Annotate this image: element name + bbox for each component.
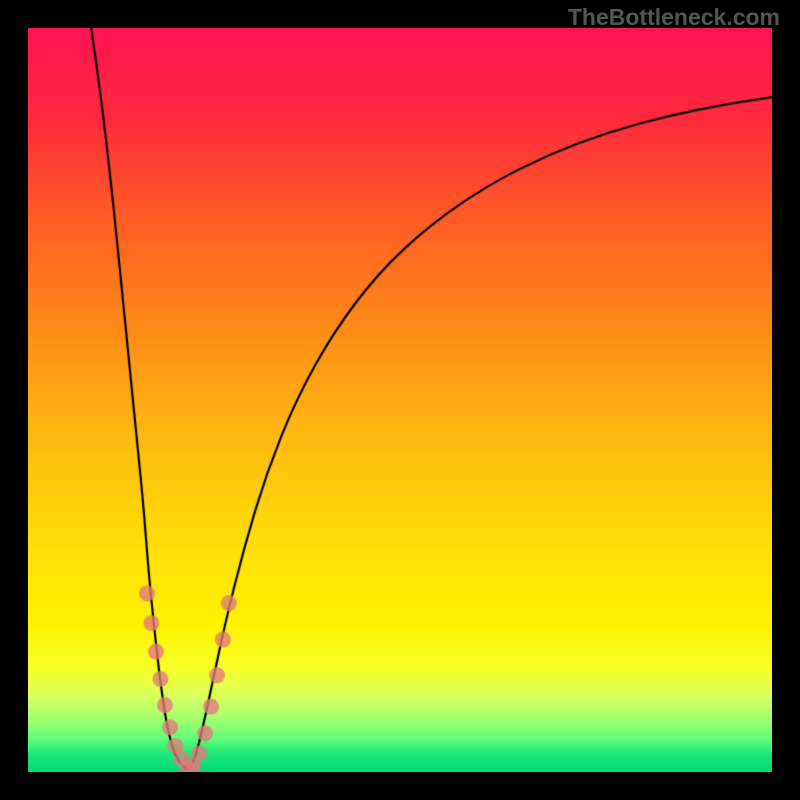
watermark-text: TheBottleneck.com [568,4,780,31]
bottleneck-curve [28,28,772,772]
chart-container: TheBottleneck.com [0,0,800,800]
plot-area [28,28,772,772]
